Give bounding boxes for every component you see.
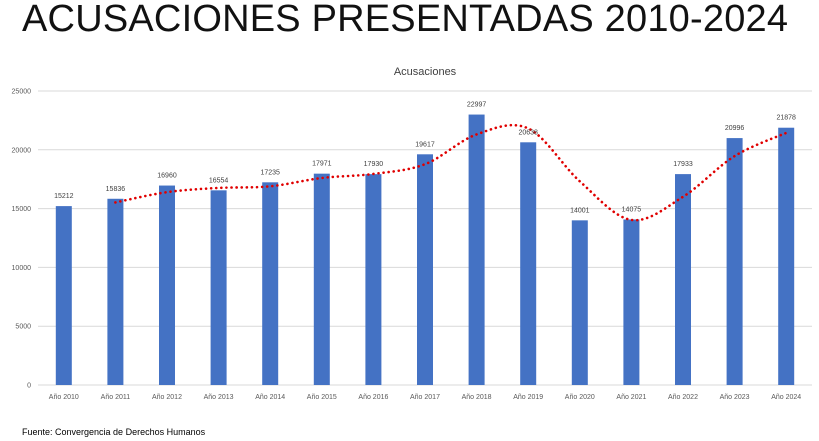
y-tick-label: 10000 [12, 265, 32, 272]
x-tick-label: Año 2018 [462, 394, 492, 401]
data-label: 17971 [312, 161, 332, 168]
bar [55, 206, 72, 385]
bar [571, 220, 588, 385]
bar [778, 127, 795, 385]
data-label: 15212 [54, 193, 74, 200]
data-label: 20638 [518, 129, 538, 136]
x-tick-label: Año 2016 [358, 394, 388, 401]
x-tick-label: Año 2011 [101, 394, 131, 401]
bar [210, 190, 227, 385]
y-tick-label: 20000 [12, 147, 32, 154]
chart-title: Acusaciones [394, 66, 457, 78]
bar [417, 154, 433, 385]
data-label: 17235 [260, 169, 280, 176]
x-tick-label: Año 2010 [49, 394, 79, 401]
y-tick-label: 25000 [12, 89, 32, 96]
bar [468, 114, 485, 385]
axes: 0 5000 10000 15000 20000 25000 Año 2010 Año 201… [12, 89, 802, 402]
bar [623, 219, 640, 385]
x-tick-label: Año 2012 [152, 394, 182, 401]
x-tick-label: Año 2021 [616, 394, 646, 401]
data-label: 22997 [467, 102, 487, 109]
data-label: 14001 [570, 207, 590, 214]
x-tick-label: Año 2022 [668, 394, 698, 401]
data-label: 20996 [725, 125, 745, 132]
trendline-layer [114, 123, 788, 222]
data-label: 16960 [157, 173, 177, 180]
bar [726, 138, 743, 385]
source-note: Fuente: Convergencia de Derechos Humanos [22, 427, 206, 437]
data-label: 17933 [673, 161, 693, 168]
bar [520, 142, 537, 385]
bar [262, 182, 279, 385]
data-label: 16554 [209, 177, 229, 184]
bar [159, 185, 175, 385]
x-tick-label: Año 2015 [307, 394, 337, 401]
data-labels: 15212 15836 16960 16554 17235 17971 17930 19617… [54, 102, 796, 215]
page-title: ACUSACIONES PRESENTADAS 2010-2024 [22, 0, 789, 40]
x-tick-label: Año 2024 [771, 394, 801, 401]
y-tick-label: 15000 [12, 206, 32, 213]
x-tick-label: Año 2017 [410, 394, 440, 401]
bar [313, 173, 330, 385]
data-label: 15836 [106, 186, 126, 193]
bar [365, 174, 382, 385]
data-label: 19617 [415, 141, 435, 148]
data-label: 14075 [622, 206, 642, 213]
x-tick-label: Año 2020 [565, 394, 595, 401]
data-label: 21878 [776, 115, 796, 122]
bar [107, 198, 124, 385]
y-tick-label: 5000 [15, 324, 31, 331]
bar [675, 174, 691, 385]
x-tick-label: Año 2014 [255, 394, 285, 401]
bars [55, 114, 795, 385]
x-tick-label: Año 2023 [720, 394, 750, 401]
data-label: 17930 [364, 161, 384, 168]
x-tick-label: Año 2019 [513, 394, 543, 401]
trendline [114, 123, 788, 222]
x-tick-label: Año 2013 [204, 394, 234, 401]
y-tick-label: 0 [27, 383, 31, 390]
